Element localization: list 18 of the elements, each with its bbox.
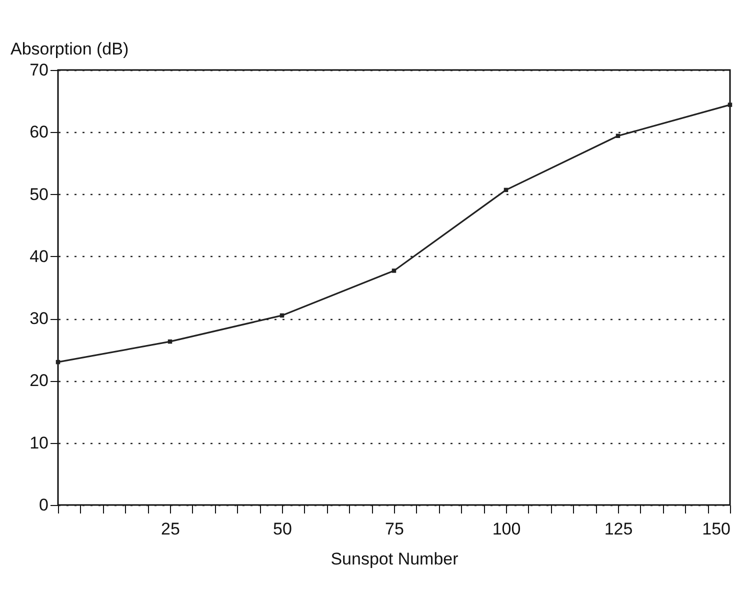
y-tick-label: 10	[30, 433, 48, 452]
x-tick-label: 125	[604, 520, 633, 538]
y-tick-label: 0	[39, 496, 48, 514]
x-tick-label: 150	[702, 520, 730, 538]
y-tick-label: 20	[30, 371, 48, 390]
point	[392, 268, 396, 273]
x-tick-label: 75	[385, 520, 404, 538]
x-tick-label: 25	[161, 520, 180, 538]
point	[728, 102, 732, 107]
x-tick-label: 50	[273, 520, 292, 538]
y-tick-label: 70	[30, 60, 48, 80]
y-tick-label: 60	[30, 122, 48, 142]
x-axis-title: Sunspot Number	[330, 550, 459, 568]
y-tick-label: 30	[30, 309, 48, 328]
y-tick-label: 50	[30, 184, 48, 204]
x-tick-label: 100	[492, 520, 521, 538]
y-axis-title: Absorption (dB)	[10, 40, 129, 58]
y-tick-label: 40	[30, 246, 48, 266]
